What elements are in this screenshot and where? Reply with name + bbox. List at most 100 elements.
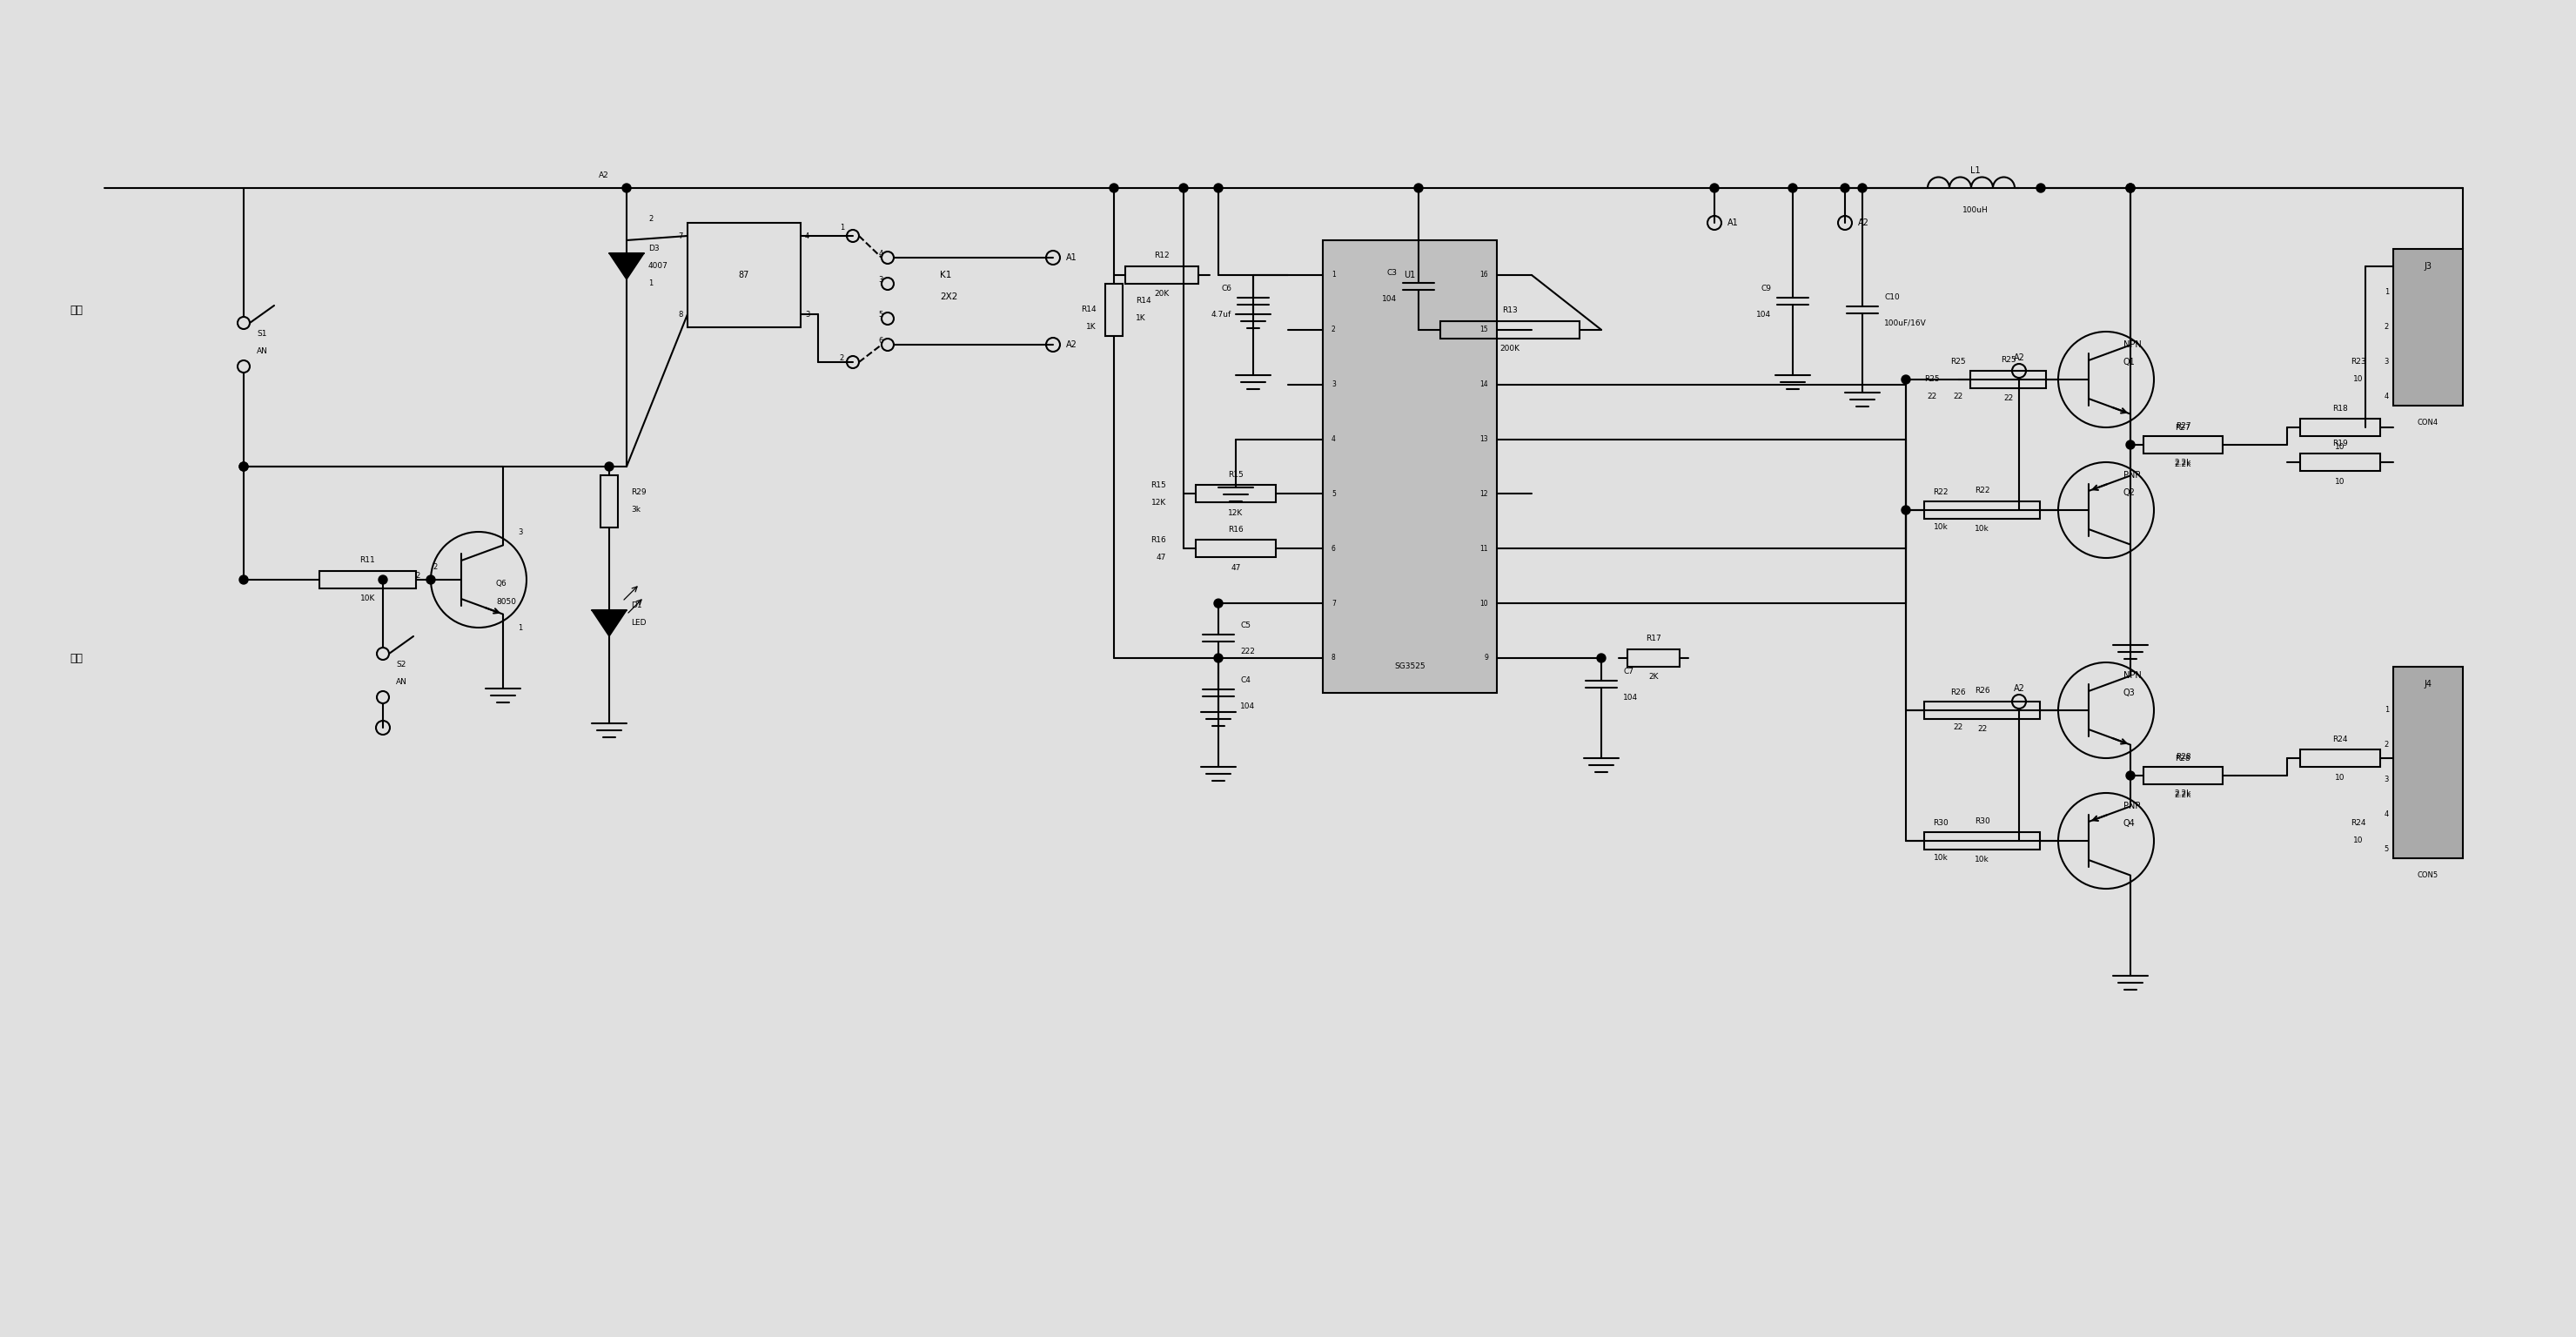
Text: 10K: 10K (361, 595, 376, 603)
Circle shape (2125, 183, 2136, 193)
Text: R16: R16 (1151, 536, 1167, 544)
Text: 5: 5 (2385, 845, 2388, 853)
Text: Q2: Q2 (2123, 488, 2136, 497)
Text: 1: 1 (2385, 706, 2388, 714)
Text: A2: A2 (2014, 685, 2025, 693)
Text: 15: 15 (1479, 326, 1489, 334)
Text: 7: 7 (1332, 599, 1337, 607)
Text: 1: 1 (840, 223, 845, 231)
Text: 关机: 关机 (70, 652, 82, 663)
Text: 6: 6 (878, 337, 884, 344)
Text: LED: LED (631, 619, 647, 627)
Bar (1924, 501, 2040, 519)
Text: 3: 3 (804, 310, 809, 318)
Text: R25: R25 (1924, 376, 1940, 384)
Text: 4: 4 (2385, 393, 2388, 401)
Text: 2.2k: 2.2k (2174, 459, 2192, 467)
Text: C7: C7 (1623, 667, 1633, 675)
Bar (688, 223, 801, 328)
Text: U1: U1 (1404, 270, 1417, 279)
Circle shape (240, 463, 247, 471)
Text: D3: D3 (649, 245, 659, 253)
Text: R13: R13 (1502, 306, 1517, 314)
Circle shape (428, 575, 435, 584)
Text: 10: 10 (2354, 376, 2362, 384)
Circle shape (1597, 654, 1605, 662)
Text: 1K: 1K (1087, 324, 1097, 332)
Circle shape (623, 183, 631, 193)
Text: 2: 2 (840, 354, 845, 362)
Bar (1195, 485, 1275, 503)
Circle shape (2125, 440, 2136, 449)
Text: 4: 4 (1332, 436, 1337, 443)
Text: 2.2k: 2.2k (2174, 789, 2192, 797)
Text: 13: 13 (1479, 436, 1489, 443)
Text: 11: 11 (1479, 544, 1489, 552)
Text: C10: C10 (1883, 293, 1899, 301)
Text: R26: R26 (1973, 687, 1989, 695)
Text: 22: 22 (1927, 393, 1937, 401)
Text: R16: R16 (1229, 525, 1244, 533)
Circle shape (240, 463, 247, 471)
Text: R29: R29 (631, 489, 647, 496)
Bar (1628, 650, 1680, 667)
Text: NPN: NPN (2123, 341, 2141, 349)
Text: 开机: 开机 (70, 305, 82, 316)
Text: 100uH: 100uH (1963, 206, 1989, 214)
Text: 2K: 2K (1649, 674, 1659, 681)
Circle shape (1842, 183, 1850, 193)
Text: 1: 1 (1332, 271, 1334, 279)
Text: Q6: Q6 (497, 580, 507, 588)
Text: A2: A2 (600, 171, 608, 179)
Circle shape (1110, 183, 1118, 193)
Text: A1: A1 (1728, 218, 1739, 227)
Circle shape (1180, 183, 1188, 193)
Text: D1: D1 (631, 602, 641, 610)
Text: J4: J4 (2424, 679, 2432, 689)
Text: AN: AN (397, 678, 407, 686)
Bar (2393, 667, 2463, 858)
Text: 22: 22 (1953, 723, 1963, 731)
Text: 10k: 10k (1935, 854, 1947, 862)
Circle shape (1788, 183, 1798, 193)
Text: 4: 4 (804, 233, 809, 239)
Circle shape (1710, 183, 1718, 193)
Circle shape (1213, 183, 1224, 193)
Text: 200K: 200K (1499, 345, 1520, 353)
Text: S1: S1 (258, 330, 268, 338)
Text: 1: 1 (2385, 289, 2388, 297)
Text: R17: R17 (1646, 635, 1662, 643)
Text: C6: C6 (1221, 285, 1231, 291)
Text: Q3: Q3 (2123, 689, 2136, 697)
Bar (319, 571, 415, 588)
Text: 4: 4 (2385, 810, 2388, 818)
Text: 1: 1 (518, 623, 523, 631)
Text: 4.7uf: 4.7uf (1211, 310, 1231, 318)
Circle shape (1213, 599, 1224, 608)
Text: A2: A2 (1857, 218, 1870, 227)
Text: 8: 8 (677, 310, 683, 318)
Text: A1: A1 (1066, 253, 1077, 262)
Text: Q1: Q1 (2123, 358, 2136, 366)
Text: 10: 10 (2336, 773, 2344, 781)
Bar (2143, 767, 2223, 785)
Text: 2: 2 (415, 571, 420, 579)
Text: 12K: 12K (1229, 509, 1244, 517)
Text: 10: 10 (1479, 599, 1489, 607)
Bar (2143, 436, 2223, 453)
Text: 16: 16 (1479, 271, 1489, 279)
Text: 2: 2 (2385, 741, 2388, 749)
Bar (1324, 241, 1497, 693)
Text: 10: 10 (2336, 477, 2344, 485)
Text: R24: R24 (2331, 735, 2347, 743)
Text: 3: 3 (2385, 358, 2388, 366)
Text: 14: 14 (1479, 381, 1489, 389)
Bar (1195, 540, 1275, 558)
Circle shape (605, 463, 613, 471)
Text: PNP: PNP (2123, 471, 2141, 480)
Text: 3k: 3k (631, 507, 641, 513)
Bar (2300, 418, 2380, 436)
Bar (2300, 750, 2380, 767)
Text: R24: R24 (2352, 820, 2365, 828)
Text: S2: S2 (397, 660, 407, 668)
